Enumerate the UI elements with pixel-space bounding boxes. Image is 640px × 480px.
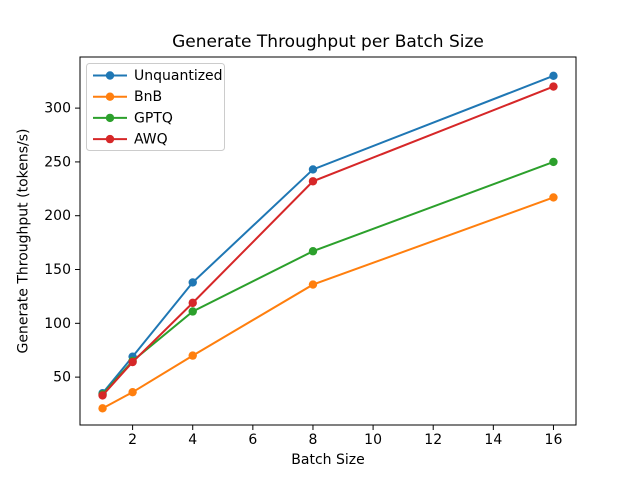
- data-point-marker: [128, 357, 137, 367]
- legend-marker: [105, 71, 115, 80]
- series-line: [102, 196, 554, 410]
- legend: Unquantized BnB GPTQ AWQ: [86, 63, 225, 151]
- data-point-marker: [188, 351, 197, 360]
- x-tick-label: 4: [188, 432, 197, 448]
- legend-item-unquantized: Unquantized: [93, 68, 223, 84]
- data-point-marker: [128, 387, 137, 397]
- data-point-marker: [188, 307, 197, 316]
- data-point-marker: [98, 391, 107, 400]
- data-point-marker: [98, 404, 107, 413]
- y-tick-label: 250: [44, 154, 71, 170]
- data-point-marker: [549, 71, 558, 81]
- data-point-marker: [549, 82, 558, 91]
- legend-item-bnb: BnB: [93, 89, 162, 105]
- legend-item-awq: AWQ: [93, 132, 168, 148]
- legend-box: [86, 63, 225, 151]
- legend-item-gptq: GPTQ: [93, 110, 173, 126]
- x-tick-label: 14: [484, 432, 502, 448]
- data-point-marker: [308, 177, 318, 186]
- y-tick-label: 150: [44, 262, 71, 278]
- legend-marker: [105, 134, 115, 144]
- x-tick-label: 2: [128, 432, 137, 448]
- legend-label: GPTQ: [134, 110, 173, 126]
- x-tick-label: 6: [248, 432, 257, 448]
- series-bnb: [98, 193, 558, 413]
- y-tick-label: 100: [44, 316, 71, 332]
- legend-label: AWQ: [134, 132, 168, 148]
- plot-border: [79, 56, 577, 426]
- x-tick-label: 12: [424, 432, 442, 448]
- data-point-marker: [308, 247, 318, 256]
- axes: 2 4 6 8 10 12 14 16 50 100 150 200 250 300: [44, 56, 577, 448]
- data-point-marker: [549, 157, 558, 167]
- y-tick-label: 50: [53, 370, 71, 386]
- x-tick-label: 16: [545, 432, 563, 448]
- x-tick-label: 8: [309, 432, 318, 448]
- data-point-marker: [188, 278, 197, 287]
- data-point-marker: [308, 280, 318, 289]
- series-awq: [98, 82, 558, 400]
- data-point-marker: [549, 193, 558, 202]
- data-point-marker: [308, 165, 318, 174]
- x-tick-label: 10: [364, 432, 382, 448]
- x-axis-label: Batch Size: [291, 452, 365, 468]
- y-axis-label: Generate Throughput (tokens/s): [15, 128, 32, 354]
- y-tick-label: 300: [44, 101, 71, 117]
- data-point-marker: [188, 298, 197, 308]
- legend-marker: [105, 113, 115, 123]
- series-unquantized: [98, 71, 558, 398]
- legend-label: BnB: [134, 89, 162, 105]
- legend-label: Unquantized: [134, 68, 223, 84]
- legend-marker: [105, 92, 115, 101]
- y-tick-label: 200: [44, 208, 71, 224]
- chart-title: Generate Throughput per Batch Size: [172, 32, 484, 52]
